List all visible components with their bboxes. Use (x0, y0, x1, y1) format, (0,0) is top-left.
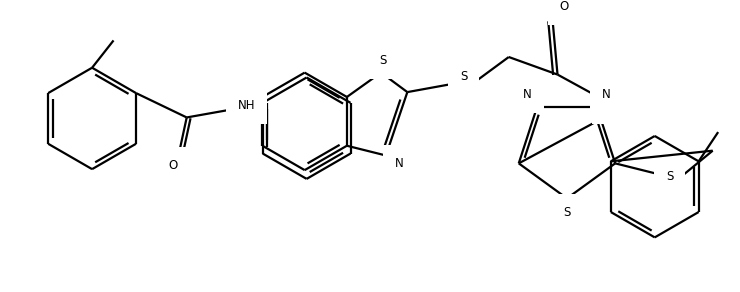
Text: S: S (380, 54, 387, 67)
Text: HN: HN (603, 99, 621, 112)
Text: O: O (559, 0, 569, 13)
Text: O: O (169, 159, 178, 172)
Text: S: S (666, 170, 673, 182)
Text: NH: NH (238, 99, 255, 112)
Text: N: N (395, 157, 404, 170)
Text: S: S (460, 70, 468, 83)
Text: S: S (563, 206, 571, 218)
Text: N: N (523, 88, 532, 101)
Text: N: N (602, 88, 611, 101)
